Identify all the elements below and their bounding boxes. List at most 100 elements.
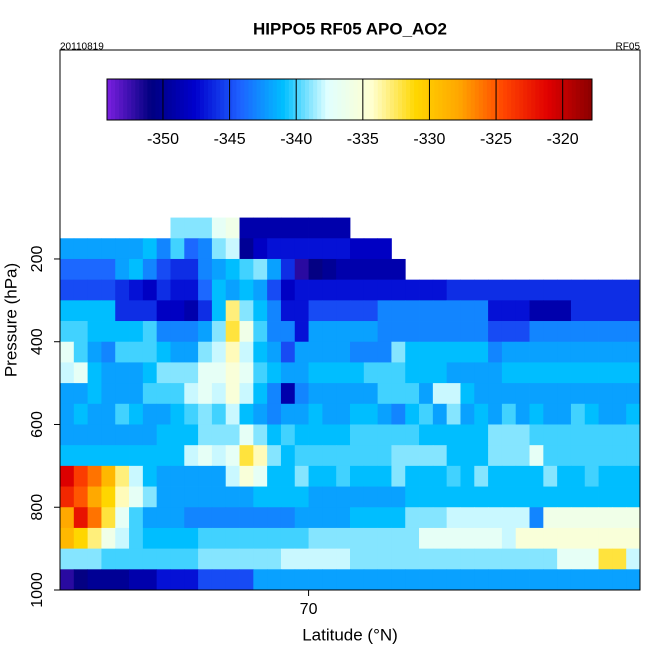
heatmap-cell bbox=[515, 569, 530, 591]
heatmap-cell bbox=[557, 507, 572, 529]
heatmap-cell bbox=[101, 341, 116, 363]
colorbar-swatch bbox=[434, 79, 439, 120]
heatmap-cell bbox=[570, 507, 586, 529]
heatmap-cell bbox=[280, 507, 296, 529]
heatmap-cell bbox=[225, 445, 240, 467]
heatmap-cell bbox=[280, 445, 296, 467]
heatmap-cell bbox=[170, 465, 185, 487]
heatmap-cell bbox=[570, 341, 586, 363]
heatmap-cell bbox=[156, 527, 171, 550]
heatmap-cell bbox=[73, 507, 89, 529]
heatmap-cell bbox=[584, 527, 599, 550]
heatmap-cell bbox=[488, 569, 503, 591]
heatmap-cell bbox=[626, 341, 641, 363]
heatmap-cell bbox=[612, 362, 627, 384]
heatmap-cell bbox=[501, 507, 517, 529]
heatmap-cell bbox=[612, 548, 627, 570]
heatmap-cell bbox=[363, 300, 379, 322]
heatmap-cell bbox=[101, 383, 116, 405]
heatmap-cell bbox=[391, 321, 406, 343]
heatmap-cell bbox=[115, 279, 130, 301]
heatmap-cell bbox=[570, 383, 586, 405]
colorbar-swatch bbox=[430, 79, 435, 120]
heatmap-cell bbox=[129, 486, 144, 508]
heatmap-cell bbox=[557, 445, 572, 467]
heatmap-cell bbox=[501, 548, 517, 570]
colorbar-swatch bbox=[555, 79, 561, 120]
colorbar-swatch bbox=[175, 79, 181, 120]
heatmap-cell bbox=[101, 258, 116, 281]
heatmap-cell bbox=[405, 507, 420, 529]
heatmap-cell bbox=[225, 548, 240, 570]
heatmap-cell bbox=[267, 486, 282, 508]
heatmap-cell bbox=[101, 569, 116, 591]
heatmap-cell bbox=[198, 527, 213, 550]
heatmap-cell bbox=[391, 362, 406, 384]
heatmap-cell bbox=[598, 486, 613, 508]
heatmap-cell bbox=[156, 569, 171, 591]
colorbar-tick-label: -330 bbox=[413, 131, 445, 148]
heatmap-cell bbox=[391, 279, 406, 301]
heatmap-cell bbox=[184, 341, 199, 363]
heatmap-cell bbox=[336, 341, 351, 363]
heatmap-cell bbox=[377, 383, 392, 405]
heatmap-cell bbox=[557, 403, 572, 425]
heatmap-cell bbox=[184, 300, 199, 322]
heatmap-cell bbox=[267, 383, 282, 405]
heatmap-cell bbox=[225, 279, 240, 301]
colorbar-swatch bbox=[107, 79, 112, 120]
heatmap-cell bbox=[115, 548, 130, 570]
colorbar-swatch bbox=[171, 79, 177, 120]
heatmap-cell bbox=[405, 445, 420, 467]
heatmap-cell bbox=[391, 527, 406, 550]
heatmap-cell bbox=[253, 486, 268, 508]
heatmap-cell bbox=[501, 321, 517, 343]
heatmap-cell bbox=[253, 341, 268, 363]
heatmap-cell bbox=[184, 569, 199, 591]
heatmap-cell bbox=[239, 445, 254, 467]
colorbar-frame bbox=[106, 78, 593, 121]
heatmap-cell bbox=[584, 548, 599, 570]
heatmap-cell bbox=[239, 258, 254, 281]
heatmap-cell bbox=[474, 424, 489, 446]
heatmap-cell bbox=[626, 424, 641, 446]
heatmap-cell bbox=[184, 507, 199, 529]
heatmap-cell bbox=[184, 258, 199, 281]
colorbar-swatch bbox=[398, 79, 403, 120]
heatmap-cell bbox=[198, 507, 213, 529]
heatmap-cell bbox=[543, 569, 558, 591]
heatmap-cell bbox=[115, 383, 130, 405]
heatmap-cell bbox=[626, 383, 641, 405]
heatmap-cell bbox=[60, 383, 75, 405]
heatmap-cell bbox=[350, 362, 365, 384]
heatmap-cell bbox=[211, 238, 227, 260]
heatmap-cell bbox=[432, 527, 448, 550]
heatmap-cell bbox=[129, 321, 144, 343]
heatmap-cell bbox=[612, 507, 627, 529]
heatmap-cell bbox=[156, 362, 171, 384]
heatmap-cell bbox=[253, 238, 268, 260]
heatmap-cell bbox=[73, 569, 89, 591]
colorbar-swatch bbox=[195, 79, 201, 120]
colorbar-swatch bbox=[256, 79, 262, 120]
heatmap-cell bbox=[198, 279, 213, 301]
heatmap-cell bbox=[474, 569, 489, 591]
heatmap-cell bbox=[308, 527, 323, 550]
heatmap-cell bbox=[377, 341, 392, 363]
heatmap-cell bbox=[142, 341, 158, 363]
heatmap-cell bbox=[432, 486, 448, 508]
heatmap-cell bbox=[129, 279, 144, 301]
colorbar-swatch bbox=[389, 79, 395, 120]
heatmap-cell bbox=[294, 445, 309, 467]
heatmap-cell bbox=[225, 321, 240, 343]
colorbar-swatch bbox=[535, 79, 540, 120]
heatmap-cell bbox=[280, 424, 296, 446]
heatmap-cell bbox=[322, 321, 337, 343]
heatmap-cell bbox=[377, 424, 392, 446]
heatmap-cell bbox=[308, 300, 323, 322]
heatmap-cell bbox=[515, 300, 530, 322]
heatmap-cell bbox=[460, 465, 475, 487]
heatmap-cell bbox=[129, 424, 144, 446]
y-tick-label: 600 bbox=[29, 411, 46, 438]
heatmap-cell bbox=[267, 445, 282, 467]
